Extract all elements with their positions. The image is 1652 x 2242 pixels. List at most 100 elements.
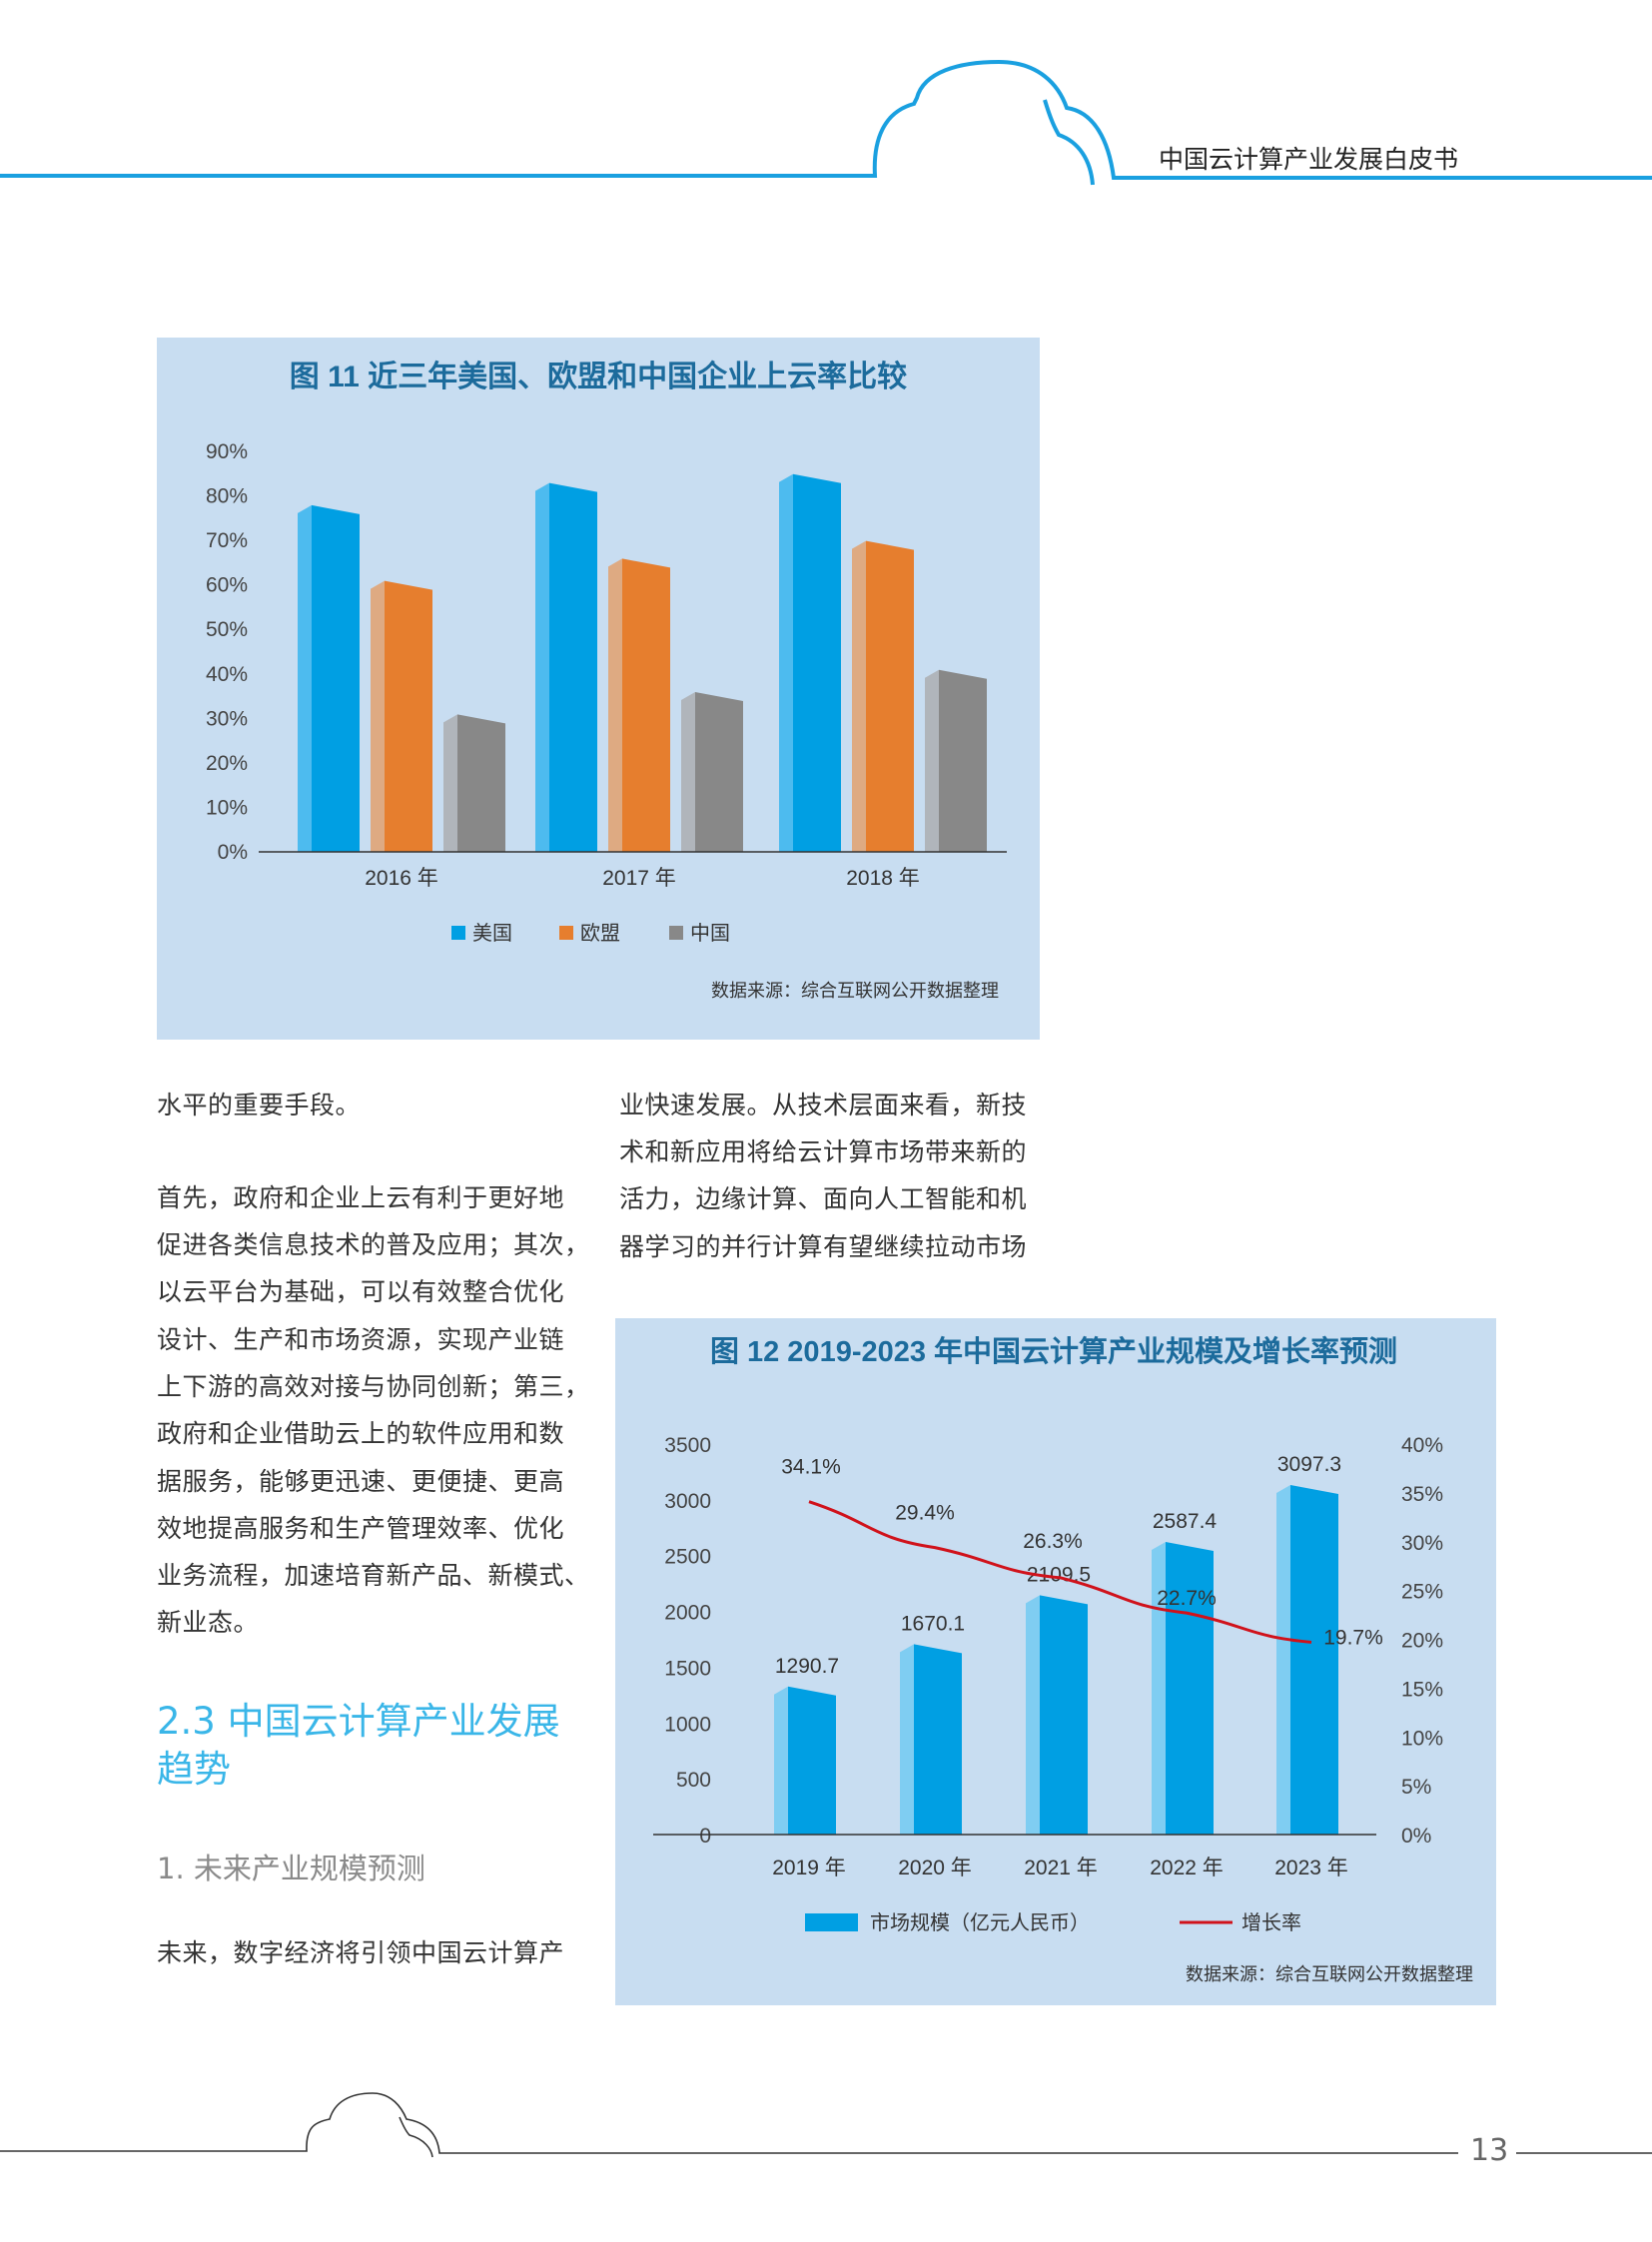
bar-value-label: 1670.1 [901, 1612, 965, 1635]
bar-face [914, 1644, 962, 1835]
bar-side [852, 540, 866, 852]
figure-11-chart: 图 11 近三年美国、欧盟和中国企业上云率比较 0% 10% 20% 30% 40% 50%… [157, 338, 1040, 1040]
bar-1 [900, 1644, 962, 1835]
bar-face [695, 692, 743, 852]
x-tick-label: 2023 年 [1274, 1857, 1348, 1879]
paragraph-line: 首先，政府和企业上云有利于更好地 [157, 1183, 565, 1212]
y-left-tick-label: 2000 [664, 1602, 711, 1625]
document-title: 中国云计算产业发展白皮书 [1159, 145, 1459, 174]
x-tick-label: 2018 年 [846, 867, 920, 890]
bar-0-1 [535, 482, 597, 852]
legend-swatch [451, 926, 465, 940]
bar-side [298, 504, 312, 852]
bar-0-0 [298, 504, 360, 852]
bar-value-label: 1290.7 [775, 1655, 839, 1678]
legend-label: 增长率 [1241, 1911, 1301, 1934]
y-left-tick-label: 3500 [664, 1434, 711, 1457]
cloud-icon [0, 59, 1652, 186]
bar-face [1290, 1484, 1338, 1835]
y-right-tick-label: 15% [1401, 1678, 1443, 1701]
legend-swatch [559, 926, 573, 940]
line-value-label: 19.7% [1323, 1626, 1383, 1649]
y-tick-label: 10% [206, 796, 248, 819]
line-value-label: 22.7% [1157, 1587, 1217, 1610]
bar-side [1026, 1595, 1040, 1835]
cloud-icon [0, 2092, 1652, 2158]
x-tick-label: 2022 年 [1150, 1857, 1224, 1879]
y-tick-label: 20% [206, 752, 248, 775]
y-right-tick-label: 20% [1401, 1630, 1443, 1653]
bar-2-2 [925, 669, 987, 852]
subsection-heading: 1. 未来产业规模预测 [157, 1852, 425, 1885]
bar-face [1040, 1595, 1088, 1835]
y-left-tick-label: 0 [699, 1825, 711, 1848]
y-left-tick-label: 2500 [664, 1546, 711, 1569]
line-value-label: 34.1% [781, 1456, 841, 1479]
y-tick-label: 40% [206, 663, 248, 686]
paragraph-line: 未来，数字经济将引领中国云计算产 [157, 1938, 565, 1967]
paragraph-line: 活力，边缘计算、面向人工智能和机 [619, 1184, 1028, 1213]
bar-2 [1026, 1595, 1088, 1835]
y-tick-label: 0% [218, 841, 248, 864]
figure-12-chart: 图 12 2019-2023 年中国云计算产业规模及增长率预测 0 500 1000 1… [615, 1318, 1496, 2005]
y-tick-label: 60% [206, 574, 248, 597]
bar-side [1152, 1541, 1166, 1835]
paragraph-line: 据服务，能够更迅速、更便捷、更高 [157, 1467, 565, 1496]
paragraph-line: 新业态。 [157, 1608, 260, 1637]
legend-label: 中国 [690, 922, 730, 945]
paragraph-line: 促进各类信息技术的普及应用；其次， [157, 1230, 590, 1259]
section-heading: 2.3 中国云计算产业发展趋势 [157, 1700, 560, 1791]
y-tick-label: 30% [206, 707, 248, 730]
chart-11-svg: 图 11 近三年美国、欧盟和中国企业上云率比较 0% 10% 20% 30% 40% 50%… [206, 360, 1007, 1001]
bar-value-label: 2587.4 [1153, 1510, 1218, 1533]
y-right-tick-label: 5% [1401, 1776, 1431, 1799]
y-tick-label: 70% [206, 529, 248, 552]
y-left-tick-label: 1500 [664, 1657, 711, 1680]
x-tick-label: 2019 年 [772, 1857, 846, 1879]
footer-decoration [0, 2092, 1652, 2158]
bar-face [788, 1686, 836, 1835]
bar-face [622, 558, 670, 852]
legend-label: 欧盟 [580, 922, 620, 945]
bar-side [900, 1644, 914, 1835]
y-tick-label: 50% [206, 618, 248, 641]
bar-face [385, 580, 432, 852]
page-number: 13 [1470, 2133, 1509, 2168]
y-right-tick-label: 10% [1401, 1727, 1443, 1750]
y-right-tick-label: 0% [1401, 1825, 1431, 1848]
paragraph-line: 水平的重要手段。 [157, 1091, 362, 1120]
legend-swatch [805, 1913, 858, 1931]
chart-12-svg: 图 12 2019-2023 年中国云计算产业规模及增长率预测 0 500 1000 1… [653, 1334, 1473, 1984]
y-left-tick-label: 500 [676, 1769, 711, 1792]
bar-0 [774, 1686, 836, 1835]
legend-swatch [669, 926, 683, 940]
paragraph-line: 设计、生产和市场资源，实现产业链 [157, 1325, 565, 1354]
y-left-tick-label: 3000 [664, 1490, 711, 1513]
paragraph-line: 业务流程，加速培育新产品、新模式、 [157, 1561, 590, 1590]
bar-face [457, 714, 505, 852]
bar-side [925, 669, 939, 852]
y-right-tick-label: 40% [1401, 1434, 1443, 1457]
bar-2-0 [443, 714, 505, 852]
paragraph-line: 政府和企业借助云上的软件应用和数 [157, 1419, 565, 1448]
bar-face [549, 482, 597, 852]
bar-side [443, 714, 457, 852]
bar-face [1166, 1541, 1214, 1835]
bar-4 [1276, 1484, 1338, 1835]
y-right-tick-label: 30% [1401, 1532, 1443, 1555]
chart-title: 图 12 2019-2023 年中国云计算产业规模及增长率预测 [710, 1334, 1397, 1368]
paragraph-line: 上下游的高效对接与协同创新；第三， [157, 1372, 590, 1401]
bar-face [312, 504, 360, 852]
bar-2-1 [681, 692, 743, 852]
line-value-label: 26.3% [1023, 1530, 1083, 1553]
bar-face [793, 473, 841, 852]
bar-1-1 [608, 558, 670, 852]
x-tick-label: 2020 年 [898, 1857, 972, 1879]
y-tick-label: 90% [206, 440, 248, 463]
line-value-label: 29.4% [895, 1502, 955, 1525]
bar-side [779, 473, 793, 852]
data-source: 数据来源：综合互联网公开数据整理 [1186, 1964, 1473, 1984]
y-left-tick-label: 1000 [664, 1713, 711, 1736]
paragraph-line: 以云平台为基础，可以有效整合优化 [157, 1277, 565, 1306]
bar-face [939, 669, 987, 852]
